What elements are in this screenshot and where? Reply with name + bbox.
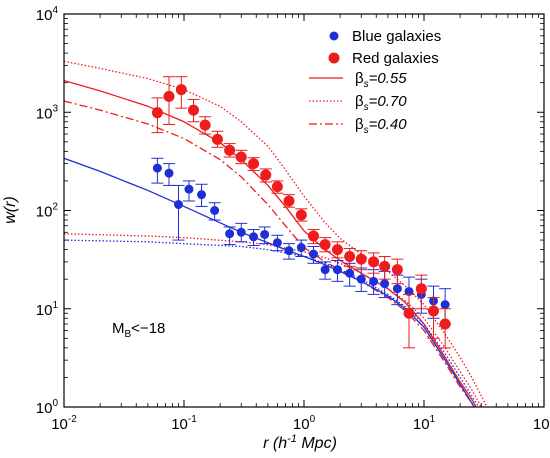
data-point-red	[199, 119, 211, 131]
x-tick-label: 10-1	[171, 414, 197, 433]
x-tick-label: 101	[413, 414, 436, 433]
data-point-red	[428, 305, 440, 317]
data-point-red	[175, 84, 187, 96]
data-point-red	[331, 244, 343, 256]
data-point-blue	[440, 300, 450, 310]
data-point-blue	[356, 274, 366, 284]
data-point-blue	[332, 265, 342, 275]
data-point-blue	[404, 286, 414, 296]
data-point-blue	[249, 232, 259, 242]
data-point-red	[283, 195, 295, 207]
legend-label-beta-055: βs=0.55	[355, 70, 407, 90]
data-point-blue	[197, 190, 207, 200]
data-point-blue	[225, 229, 235, 239]
data-point-blue	[380, 279, 390, 289]
data-point-red	[368, 256, 380, 268]
data-point-red	[151, 107, 163, 119]
data-point-blue	[174, 200, 184, 210]
legend-label-blue-galaxies: Blue galaxies	[352, 28, 441, 45]
data-point-red	[235, 151, 247, 163]
x-tick-label: 102	[533, 414, 550, 433]
data-point-blue	[320, 265, 330, 275]
data-point-red	[344, 251, 356, 263]
x-axis-title: r (h-1 Mpc)	[263, 433, 337, 452]
model-curve-4	[64, 100, 475, 407]
legend-label-beta-070: βs=0.70	[355, 93, 407, 113]
data-point-red	[379, 260, 391, 272]
model-curve-2	[64, 79, 477, 407]
model-curve-6	[64, 239, 480, 407]
y-tick-label: 104	[36, 5, 59, 24]
y-tick-label: 100	[36, 398, 59, 417]
data-point-red	[295, 209, 307, 221]
y-tick-labels: 100 101 102 103 104	[36, 5, 59, 417]
y-axis-title: w(r)	[2, 196, 19, 224]
data-point-blue	[184, 184, 194, 194]
data-point-red	[248, 158, 260, 170]
data-point-blue	[309, 249, 319, 259]
data-points	[151, 76, 452, 349]
data-point-blue	[272, 238, 282, 248]
legend-label-red-galaxies: Red galaxies	[352, 50, 439, 67]
data-point-blue	[392, 284, 402, 294]
data-point-red	[224, 144, 236, 156]
data-point-blue	[369, 276, 379, 286]
data-point-blue	[296, 243, 306, 253]
data-point-blue	[210, 206, 220, 215]
data-point-red	[319, 239, 331, 251]
model-curve-7	[64, 233, 482, 407]
x-tick-label: 10-2	[51, 414, 77, 433]
y-tick-label: 101	[36, 300, 59, 319]
data-point-blue	[260, 229, 270, 239]
data-point-red	[163, 90, 175, 102]
data-point-red	[439, 318, 451, 330]
data-point-blue	[164, 168, 174, 178]
data-point-red	[211, 133, 223, 145]
y-tick-label: 102	[36, 202, 59, 221]
data-point-blue	[284, 246, 294, 256]
legend-marker-red-galaxies	[328, 52, 340, 64]
legend-label-beta-040: βs=0.40	[355, 116, 407, 136]
x-tick-label: 100	[293, 414, 316, 433]
data-point-blue	[345, 268, 355, 278]
magnitude-cut-annotation: MB<−18	[112, 320, 165, 340]
x-tick-labels: 10-2 10-1 100 101 102	[51, 414, 550, 433]
data-point-red	[355, 253, 367, 265]
y-tick-label: 103	[36, 103, 59, 122]
data-point-red	[391, 264, 403, 276]
data-point-red	[188, 104, 200, 116]
data-point-red	[260, 169, 272, 181]
data-point-red	[271, 181, 283, 193]
legend: Blue galaxies Red galaxies βs=0.55 βs=0.…	[309, 28, 441, 136]
data-point-blue	[152, 163, 162, 173]
data-point-red	[308, 230, 320, 242]
model-curve-3	[64, 60, 488, 407]
data-point-red	[415, 283, 427, 295]
data-point-red	[403, 307, 415, 319]
legend-marker-blue-galaxies	[329, 31, 339, 41]
plot-frame	[63, 13, 545, 408]
data-point-blue	[236, 227, 246, 237]
